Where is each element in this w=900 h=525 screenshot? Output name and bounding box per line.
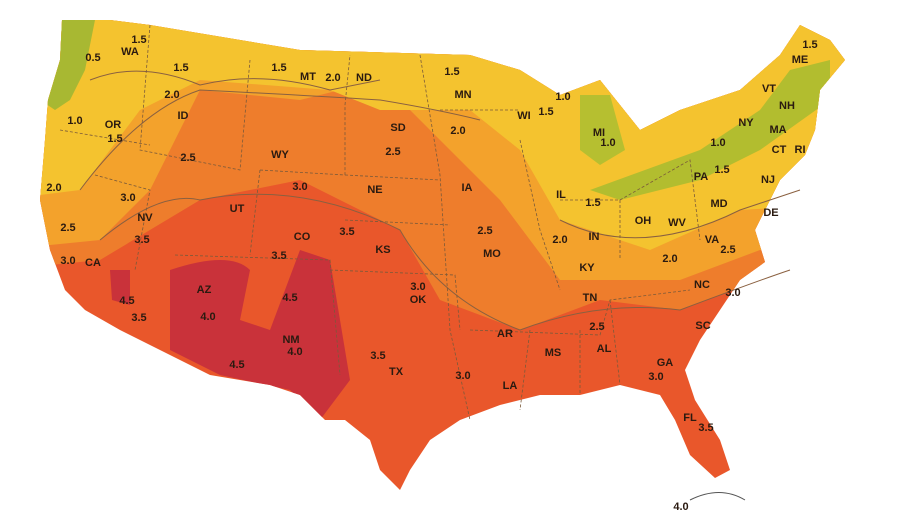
contour-label: 2.5 (385, 146, 400, 158)
contour-label: 1.5 (107, 133, 122, 145)
contour-label: 2.0 (552, 234, 567, 246)
state-label: NJ (761, 174, 775, 186)
contour-label: 1.0 (67, 115, 82, 127)
contour-label: 2.5 (589, 321, 604, 333)
state-label: KY (579, 262, 595, 274)
state-label: MS (545, 347, 562, 359)
state-label: GA (657, 357, 674, 369)
contour-label: 1.5 (802, 39, 817, 51)
contour-label: 2.0 (662, 253, 677, 265)
contour-label: 2.5 (720, 244, 735, 256)
contour-label: 1.0 (600, 137, 615, 149)
state-label: ID (178, 110, 189, 122)
state-label: WA (121, 46, 139, 58)
contour-label: 1.5 (714, 164, 729, 176)
contour-label: 2.0 (325, 72, 340, 84)
contour-label: 4.0 (287, 346, 302, 358)
contour-label: 2.5 (477, 225, 492, 237)
state-label: RI (795, 144, 806, 156)
contour-label: 3.5 (131, 312, 146, 324)
state-label: NY (738, 117, 754, 129)
contour-label: 4.0 (673, 501, 688, 513)
state-label: DE (763, 207, 778, 219)
state-label: AR (497, 328, 513, 340)
contour-label: 3.5 (370, 350, 385, 362)
contour-label: 3.5 (339, 226, 354, 238)
state-label: MA (769, 124, 786, 136)
state-label: PA (694, 171, 709, 183)
state-label: FL (683, 412, 697, 424)
state-label: ND (356, 72, 372, 84)
state-label: OK (410, 294, 427, 306)
contour-label: 3.0 (120, 192, 135, 204)
contour-label: 2.0 (450, 125, 465, 137)
contour-label: 2.0 (164, 89, 179, 101)
state-label: AZ (197, 284, 212, 296)
state-label: CO (294, 231, 311, 243)
contour-label: 4.0 (200, 311, 215, 323)
contour-label: 3.0 (455, 370, 470, 382)
state-label: CT (772, 144, 787, 156)
contour-label: 2.5 (60, 222, 75, 234)
state-label: MD (710, 198, 727, 210)
offshore-line (689, 492, 746, 501)
contour-label: 3.5 (134, 234, 149, 246)
state-label: AL (597, 343, 612, 355)
state-label: WY (271, 149, 289, 161)
state-label: WV (668, 217, 686, 229)
state-label: KS (375, 244, 390, 256)
contour-label: 1.5 (444, 66, 459, 78)
state-label: NV (137, 212, 153, 224)
contour-label: 2.0 (46, 182, 61, 194)
state-label: SC (695, 320, 710, 332)
isolines (79, 70, 801, 331)
contour-label: 4.5 (229, 359, 244, 371)
state-label: WI (517, 110, 530, 122)
state-label: NM (282, 334, 299, 346)
state-label: CA (85, 257, 101, 269)
contour-label: 1.0 (555, 91, 570, 103)
contour-label: 3.0 (60, 255, 75, 267)
contour-label: 3.0 (292, 181, 307, 193)
contour-label: 3.5 (271, 250, 286, 262)
state-label: SD (390, 122, 405, 134)
contour-label: 3.5 (698, 422, 713, 434)
state-label: NE (367, 184, 382, 196)
state-label: NH (779, 100, 795, 112)
contour-label: 4.5 (282, 292, 297, 304)
contour-label: 0.5 (85, 52, 100, 64)
state-label: TX (389, 366, 404, 378)
contour-label: 1.0 (710, 137, 725, 149)
state-label: OH (635, 215, 652, 227)
state-label: UT (230, 203, 245, 215)
contour-label: 4.5 (119, 295, 134, 307)
contour-label: 3.0 (648, 371, 663, 383)
state-label: MT (300, 71, 316, 83)
contour-label: 3.0 (725, 287, 740, 299)
labels: WA OR CA NV ID MT WY UT AZ CO NM ND SD NE KS OK TX MN IA MO… (46, 34, 817, 513)
state-label: OR (105, 119, 122, 131)
contour-label: 1.5 (271, 62, 286, 74)
state-label: IN (589, 231, 600, 243)
state-label: MN (454, 89, 471, 101)
state-label: VA (705, 234, 720, 246)
contour-label: 3.0 (410, 281, 425, 293)
state-label: LA (503, 380, 518, 392)
contour-label: 1.5 (173, 62, 188, 74)
state-label: MI (593, 127, 605, 139)
contour-label: 2.5 (180, 152, 195, 164)
state-label: IA (462, 182, 473, 194)
state-label: IL (556, 189, 566, 201)
contour-label: 1.5 (131, 34, 146, 46)
state-label: ME (792, 54, 809, 66)
state-label: VT (762, 83, 776, 95)
state-label: NC (694, 279, 710, 291)
contour-label: 1.5 (538, 106, 553, 118)
state-borders (59, 24, 701, 421)
state-label: MO (483, 248, 501, 260)
contour-label: 1.5 (585, 197, 600, 209)
state-label: TN (583, 292, 598, 304)
